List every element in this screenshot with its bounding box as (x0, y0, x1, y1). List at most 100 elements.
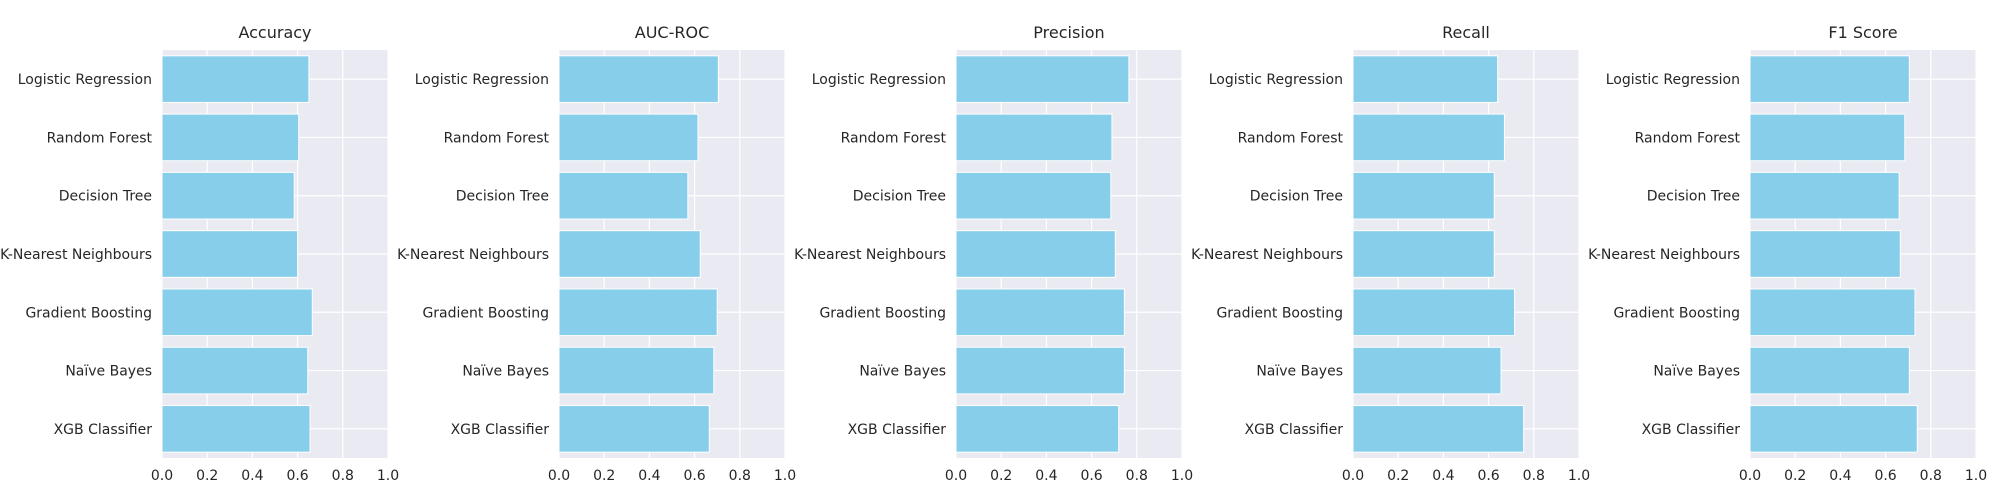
y-tick-label: Random Forest (47, 130, 153, 146)
x-tick-label: 0.6 (286, 468, 308, 484)
bar-xgb-classifier (1352, 405, 1525, 453)
y-tick-label: XGB Classifier (848, 422, 947, 438)
bar-xgb-classifier (1749, 405, 1918, 453)
bar-decision-tree (1749, 171, 1900, 220)
bar-logistic-regression (558, 55, 719, 103)
bar-naive-bayes (1749, 346, 1910, 395)
bar-k-nearest-neighbours (161, 230, 299, 278)
bar-k-nearest-neighbours (1749, 230, 1901, 278)
y-tick-label: Decision Tree (59, 189, 152, 205)
y-tick-label: Logistic Regression (812, 72, 946, 88)
x-tick-label: 0.4 (1432, 468, 1454, 484)
bar-random-forest (558, 113, 699, 162)
x-tick-label: 0.8 (1523, 468, 1545, 484)
bar-k-nearest-neighbours (1352, 230, 1495, 278)
x-tick-label: 0.2 (1387, 468, 1409, 484)
y-tick-label: Decision Tree (1250, 189, 1343, 205)
x-tick-label: 0.2 (1784, 468, 1806, 484)
bar-k-nearest-neighbours (558, 230, 701, 278)
x-tick-label: 0.2 (593, 468, 615, 484)
bar-xgb-classifier (955, 405, 1120, 453)
y-tick-label: Random Forest (841, 130, 947, 146)
bar-naive-bayes (161, 346, 309, 395)
y-tick-label: Random Forest (444, 130, 550, 146)
y-tick-label: Decision Tree (853, 189, 946, 205)
x-tick-label: 0.4 (1035, 468, 1057, 484)
bar-decision-tree (558, 171, 689, 220)
bar-xgb-classifier (558, 405, 710, 453)
x-tick-label: 0.8 (729, 468, 751, 484)
panel-f1-score: 0.0 0.2 0.4 0.6 0.8 1.0 Logistic Regression Ran… (1588, 23, 1987, 484)
y-tick-label: Naïve Bayes (859, 364, 946, 380)
x-tick-label: 0.8 (1920, 468, 1942, 484)
panel-accuracy: 0.0 0.2 0.4 0.6 0.8 1.0 Logistic Regression Ran… (0, 23, 399, 484)
y-tick-label: Decision Tree (456, 189, 549, 205)
panel-auc-roc: 0.0 0.2 0.4 0.6 0.8 1.0 Logistic Regression Ran… (397, 23, 796, 484)
bar-k-nearest-neighbours (955, 230, 1116, 278)
bar-logistic-regression (161, 55, 310, 103)
bar-decision-tree (1352, 171, 1495, 220)
x-tick-label: 0.4 (638, 468, 660, 484)
bar-gradient-boosting (161, 288, 313, 337)
x-tick-label: 1.0 (1171, 468, 1193, 484)
x-tick-label: 0.0 (1739, 468, 1761, 484)
bar-gradient-boosting (558, 288, 718, 337)
y-tick-label: XGB Classifier (54, 422, 153, 438)
y-tick-label: K-Nearest Neighbours (397, 247, 549, 263)
y-tick-label: K-Nearest Neighbours (794, 247, 946, 263)
y-tick-label: Gradient Boosting (819, 305, 946, 321)
x-tick-label: 0.2 (196, 468, 218, 484)
bar-gradient-boosting (1352, 288, 1516, 337)
y-tick-label: XGB Classifier (1245, 422, 1344, 438)
chart-title: AUC-ROC (635, 23, 709, 42)
bar-gradient-boosting (955, 288, 1125, 337)
x-tick-label: 0.8 (332, 468, 354, 484)
y-tick-label: Random Forest (1635, 130, 1741, 146)
x-tick-label: 0.4 (241, 468, 263, 484)
x-tick-label: 0.6 (1080, 468, 1102, 484)
x-tick-label: 0.8 (1126, 468, 1148, 484)
x-tick-label: 1.0 (377, 468, 399, 484)
panel-recall: 0.0 0.2 0.4 0.6 0.8 1.0 Logistic Regression Ran… (1191, 23, 1590, 484)
bar-logistic-regression (1352, 55, 1499, 103)
x-tick-label: 0.2 (990, 468, 1012, 484)
x-tick-label: 1.0 (774, 468, 796, 484)
y-tick-label: Naïve Bayes (1653, 364, 1740, 380)
x-tick-label: 1.0 (1965, 468, 1987, 484)
x-tick-label: 0.0 (548, 468, 570, 484)
chart-title: Accuracy (238, 23, 311, 42)
chart-title: F1 Score (1828, 23, 1897, 42)
y-tick-label: Naïve Bayes (1256, 364, 1343, 380)
bar-naive-bayes (955, 346, 1125, 395)
y-tick-label: Gradient Boosting (25, 305, 152, 321)
bar-gradient-boosting (1749, 288, 1916, 337)
bar-decision-tree (161, 171, 295, 220)
y-tick-label: Logistic Regression (1209, 72, 1343, 88)
y-tick-label: Random Forest (1238, 130, 1344, 146)
y-tick-label: Logistic Regression (18, 72, 152, 88)
bar-naive-bayes (558, 346, 715, 395)
y-tick-label: Gradient Boosting (1613, 305, 1740, 321)
chart-title: Recall (1442, 23, 1490, 42)
y-tick-label: Naïve Bayes (462, 364, 549, 380)
y-tick-label: Naïve Bayes (65, 364, 152, 380)
bar-random-forest (1749, 113, 1906, 162)
y-tick-label: Decision Tree (1647, 189, 1740, 205)
y-tick-label: XGB Classifier (1642, 422, 1741, 438)
y-tick-label: Logistic Regression (1606, 72, 1740, 88)
bar-random-forest (955, 113, 1113, 162)
x-tick-label: 0.6 (683, 468, 705, 484)
y-tick-label: K-Nearest Neighbours (1588, 247, 1740, 263)
y-tick-label: Gradient Boosting (422, 305, 549, 321)
x-tick-label: 0.6 (1477, 468, 1499, 484)
panel-precision: 0.0 0.2 0.4 0.6 0.8 1.0 Logistic Regression Ran… (794, 23, 1193, 484)
x-tick-label: 0.6 (1874, 468, 1896, 484)
bar-logistic-regression (1749, 55, 1910, 103)
bar-logistic-regression (955, 55, 1130, 103)
y-tick-label: Gradient Boosting (1216, 305, 1343, 321)
y-tick-label: Logistic Regression (415, 72, 549, 88)
bar-xgb-classifier (161, 405, 311, 453)
bar-naive-bayes (1352, 346, 1502, 395)
